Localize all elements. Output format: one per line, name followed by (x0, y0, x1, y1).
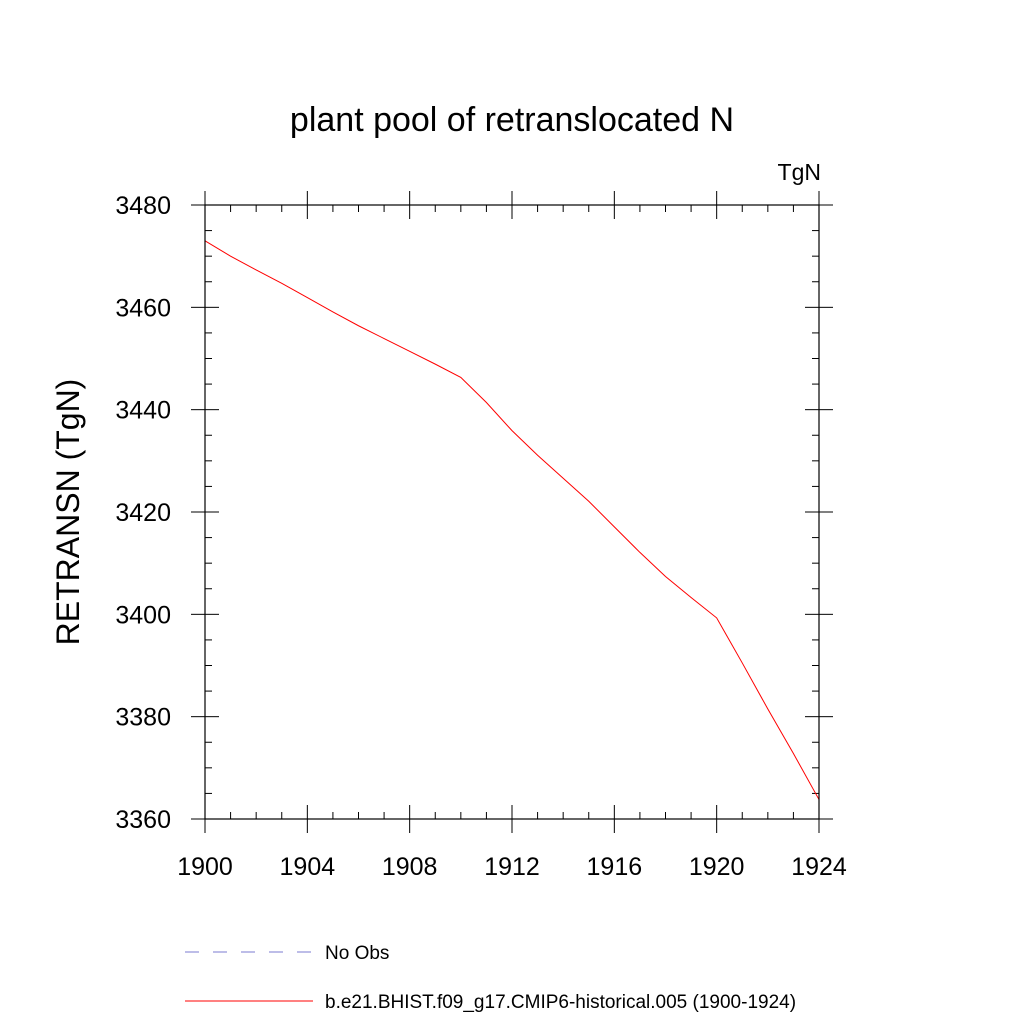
x-tick-label: 1920 (689, 853, 745, 881)
y-axis-label: RETRANSN (TgN) (50, 379, 86, 646)
x-tick-label: 1908 (382, 853, 438, 881)
x-tick-label: 1900 (177, 853, 233, 881)
legend-label-model: b.e21.BHIST.f09_g17.CMIP6-historical.005… (325, 992, 796, 1013)
y-tick-label: 3420 (115, 499, 171, 527)
legend-label-no-obs: No Obs (325, 943, 389, 964)
axis-ticks (191, 191, 833, 833)
x-tick-label: 1904 (280, 853, 336, 881)
x-tick-label: 1924 (791, 853, 847, 881)
chart-title: plant pool of retranslocated N (290, 101, 734, 139)
y-tick-labels: 3360 3380 3400 3420 3440 3460 3480 (115, 192, 171, 834)
plot-frame (204, 204, 820, 820)
y-tick-label: 3360 (115, 806, 171, 834)
y-tick-label: 3440 (115, 397, 171, 425)
y-tick-label: 3460 (115, 294, 171, 322)
y-tick-label: 3480 (115, 192, 171, 220)
series-line-1 (204, 240, 820, 800)
y-tick-label: 3380 (115, 704, 171, 732)
y-tick-label: 3400 (115, 601, 171, 629)
legend: No Obs b.e21.BHIST.f09_g17.CMIP6-histori… (185, 943, 796, 1013)
x-tick-label: 1912 (484, 853, 540, 881)
units-label: TgN (778, 159, 821, 185)
plot-series (204, 240, 820, 800)
x-tick-labels: 1900 1904 1908 1912 1916 1920 1924 (177, 853, 847, 881)
x-tick-label: 1916 (587, 853, 643, 881)
